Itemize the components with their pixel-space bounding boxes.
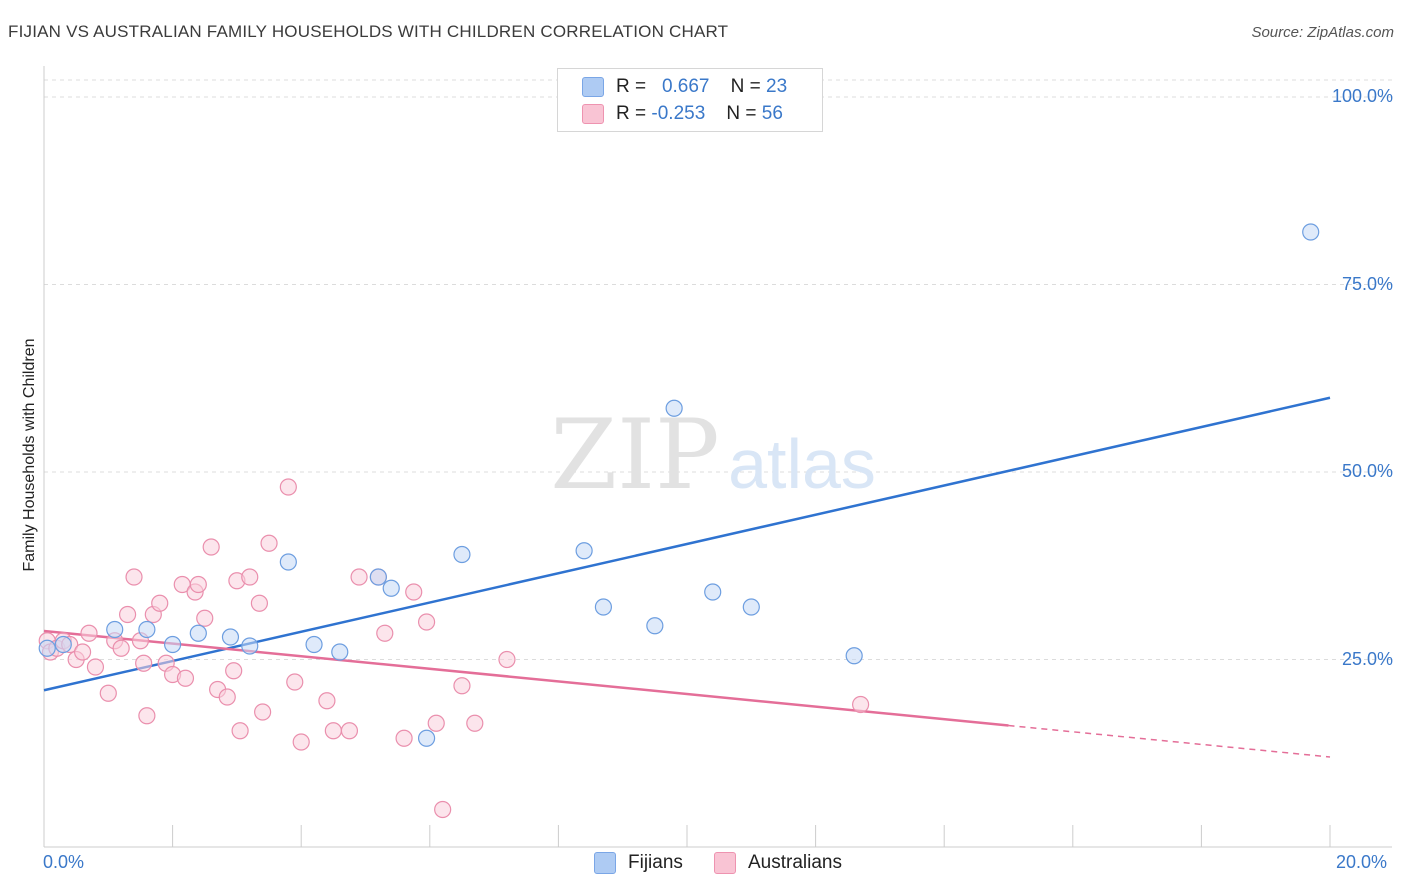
australians-point	[279, 478, 297, 496]
australians-point	[395, 729, 413, 747]
australians-swatch	[582, 104, 604, 124]
australians-point	[434, 800, 452, 819]
australians-point	[350, 568, 368, 586]
y-tick-label: 25.0%	[1341, 648, 1393, 669]
australians-point	[405, 583, 423, 601]
australians-point	[260, 534, 278, 552]
australians-point	[318, 692, 336, 710]
australians-legend-swatch	[714, 852, 736, 874]
fijians-legend-swatch	[594, 852, 616, 874]
n-label: N =	[730, 76, 761, 97]
trend-line-extension	[1008, 724, 1331, 758]
australians-point	[250, 594, 269, 612]
fijians-point	[106, 620, 124, 639]
y-tick-label: 100.0%	[1331, 86, 1393, 106]
australians-point	[218, 688, 236, 706]
australians-point	[286, 673, 304, 691]
n-value: 23	[766, 76, 788, 97]
fijians-point	[382, 579, 400, 597]
x-tick-label-min: 0.0%	[43, 852, 85, 872]
australians-point	[202, 538, 220, 556]
n-value: 56	[761, 103, 783, 124]
y-tick-label: 75.0%	[1341, 273, 1393, 294]
trend-line-fijians	[43, 396, 1331, 692]
fijians-point	[453, 545, 471, 564]
fijians-point	[138, 620, 156, 639]
australians-point	[292, 733, 310, 751]
r-label: R =	[616, 103, 647, 124]
stats-legend: R = 0.667 N = 23 R = -0.253 N = 56	[557, 68, 823, 132]
australians-point	[225, 662, 243, 680]
fijians-swatch	[582, 77, 604, 97]
x-tick-label-max: 20.0%	[1336, 852, 1388, 872]
fijians-point	[38, 639, 56, 657]
watermark-zip: ZIP	[550, 399, 719, 511]
fijians-point	[742, 598, 760, 616]
r-value: 0.667	[661, 76, 710, 97]
australians-point	[86, 658, 105, 676]
fijians-point	[594, 598, 613, 616]
n-label: N =	[726, 103, 757, 124]
fijians-point	[575, 542, 593, 560]
australians-point	[99, 684, 117, 702]
fijians-point	[665, 399, 683, 417]
australians-point	[118, 605, 137, 624]
fijians-point	[1302, 223, 1320, 241]
source-label: Source: ZipAtlas.com	[1251, 24, 1394, 41]
fijians-point	[331, 643, 349, 661]
data-points	[38, 223, 1320, 819]
fijians-point	[164, 635, 182, 654]
fijians-point	[189, 624, 207, 642]
australians-point	[427, 714, 445, 732]
fijians-point	[241, 637, 259, 655]
australians-point	[151, 594, 169, 612]
fijians-point	[704, 583, 722, 601]
australians-point	[466, 714, 484, 732]
australians-point	[138, 707, 156, 725]
fijians-point	[54, 635, 72, 654]
australians-point	[453, 677, 471, 695]
australians-point	[254, 703, 272, 721]
australians-point	[376, 624, 394, 642]
stats-row-australians: R = -0.253 N = 56	[582, 102, 783, 126]
fijians-point	[417, 729, 436, 747]
legend-label-fijians: Fijians	[628, 852, 683, 873]
australians-point	[340, 722, 359, 740]
australians-point	[241, 568, 259, 586]
fijians-point	[369, 568, 387, 586]
australians-point	[112, 639, 130, 657]
australians-point	[498, 650, 516, 669]
australians-point	[125, 568, 143, 586]
stats-row-fijians: R = 0.667 N = 23	[582, 75, 787, 99]
trend-line-australians	[43, 629, 1009, 727]
trend-lines	[43, 396, 1331, 758]
legend-label-australians: Australians	[748, 852, 842, 873]
fijians-point	[845, 647, 863, 665]
australians-point	[176, 669, 195, 687]
legend-item-australians[interactable]: Australians	[714, 852, 842, 874]
australians-point	[231, 722, 249, 740]
australians-point	[324, 722, 342, 740]
fijians-point	[646, 617, 664, 635]
fijians-point	[305, 635, 323, 654]
australians-point	[852, 695, 870, 714]
australians-point	[80, 624, 98, 642]
fijians-point	[221, 628, 240, 646]
australians-point	[417, 613, 436, 631]
australians-point	[73, 643, 92, 661]
fijians-point	[279, 553, 297, 571]
australians-point	[189, 575, 207, 594]
r-value: -0.253	[651, 103, 706, 124]
legend-item-fijians[interactable]: Fijians	[594, 852, 683, 874]
y-tick-label: 50.0%	[1341, 461, 1393, 481]
watermark: ZIP atlas	[550, 399, 876, 511]
australians-point	[135, 654, 153, 672]
r-label: R =	[616, 76, 647, 97]
chart-title: FIJIAN VS AUSTRALIAN FAMILY HOUSEHOLDS W…	[8, 22, 729, 41]
australians-point	[196, 609, 214, 627]
axes	[43, 66, 1392, 848]
watermark-atlas: atlas	[728, 425, 876, 503]
